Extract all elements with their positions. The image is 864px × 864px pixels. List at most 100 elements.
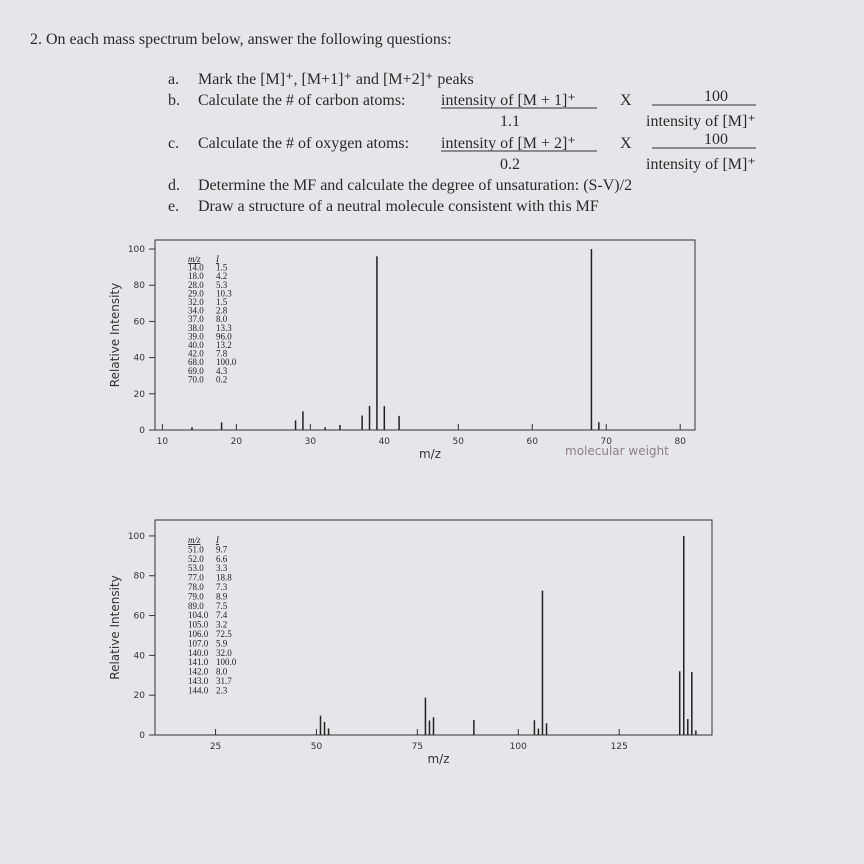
table-cell: 9.7 <box>216 544 228 554</box>
table-cell: 8.9 <box>216 591 228 601</box>
times: X <box>620 135 632 152</box>
x-tick-label: 50 <box>311 742 323 752</box>
y-tick-label: 80 <box>134 572 146 582</box>
table-cell: 105.0 <box>188 620 209 630</box>
peak <box>191 427 193 430</box>
y-tick-label: 40 <box>134 354 146 364</box>
table-cell: 39.0 <box>188 331 204 341</box>
table-cell: 32.0 <box>188 297 204 307</box>
item-label: d. <box>168 177 180 194</box>
x-tick-label: 20 <box>231 437 243 447</box>
table-cell: 18.0 <box>188 271 204 281</box>
table-cell: 144.0 <box>188 685 209 695</box>
peak <box>361 415 363 430</box>
table-cell: 107.0 <box>188 638 209 648</box>
table-cell: 104.0 <box>188 610 209 620</box>
plot-frame <box>154 239 696 431</box>
item-label: c. <box>168 135 179 152</box>
y-tick-label: 20 <box>134 691 146 701</box>
peak <box>695 730 697 735</box>
table-cell: 143.0 <box>188 676 209 686</box>
peak <box>324 427 326 430</box>
table-cell: 13.2 <box>216 340 232 350</box>
table-cell: 100.0 <box>216 657 237 667</box>
table-cell: 2.3 <box>216 685 228 695</box>
y-tick-label: 0 <box>139 731 145 741</box>
table-header: I <box>215 254 220 264</box>
table-cell: 18.8 <box>216 573 232 583</box>
x-tick-label: 100 <box>510 742 527 752</box>
table-cell: 1.5 <box>216 297 228 307</box>
table-cell: 3.3 <box>216 563 228 573</box>
factor-numerator: 100 <box>704 88 728 105</box>
peak <box>598 422 600 430</box>
numerator: intensity of [M + 1]⁺ <box>441 92 576 109</box>
x-tick-label: 80 <box>674 437 686 447</box>
table-cell: 31.7 <box>216 676 232 686</box>
x-tick-label: 75 <box>412 742 423 752</box>
y-axis-label: Relative Intensity <box>108 575 122 679</box>
peak <box>383 406 386 430</box>
x-tick-label: 40 <box>379 437 391 447</box>
item-label: e. <box>168 198 179 215</box>
denominator: 0.2 <box>500 156 520 173</box>
numerator: intensity of [M + 2]⁺ <box>441 135 576 152</box>
question: 2. On each mass spectrum below, answer t… <box>30 31 452 48</box>
table-cell: 77.0 <box>188 573 204 583</box>
table-cell: 13.3 <box>216 323 232 333</box>
table-cell: 141.0 <box>188 657 209 667</box>
table-cell: 40.0 <box>188 340 204 350</box>
peak <box>473 720 475 735</box>
peak <box>537 728 540 735</box>
peak <box>590 249 593 430</box>
table-cell: 29.0 <box>188 288 204 298</box>
peak <box>323 721 326 735</box>
table-cell: 89.0 <box>188 601 204 611</box>
peak <box>302 411 304 430</box>
times: X <box>620 92 632 109</box>
x-tick-label: 25 <box>210 742 221 752</box>
table-cell: 28.0 <box>188 280 204 290</box>
item-text: Mark the [M]⁺, [M+1]⁺ and [M+2]⁺ peaks <box>198 71 474 88</box>
table-cell: 14.0 <box>188 263 204 273</box>
table-cell: 70.0 <box>188 374 204 384</box>
x-axis-label: m/z <box>427 752 449 766</box>
annotation: molecular weight <box>565 444 669 458</box>
y-tick-label: 100 <box>128 245 145 255</box>
table-cell: 10.3 <box>216 288 232 298</box>
x-tick-label: 10 <box>157 437 169 447</box>
table-cell: 52.0 <box>188 554 204 564</box>
x-tick-label: 30 <box>305 437 317 447</box>
peak <box>398 415 400 430</box>
table-cell: 5.9 <box>216 638 228 648</box>
table-cell: 69.0 <box>188 366 204 376</box>
y-axis-label: Relative Intensity <box>108 283 122 387</box>
table-cell: 38.0 <box>188 323 204 333</box>
table-cell: 8.0 <box>216 314 228 324</box>
y-tick-label: 60 <box>134 317 146 327</box>
y-tick-label: 80 <box>134 281 146 291</box>
peak <box>678 671 681 735</box>
table-cell: 53.0 <box>188 563 204 573</box>
y-tick-label: 40 <box>134 651 146 661</box>
table-cell: 96.0 <box>216 331 232 341</box>
table-cell: 106.0 <box>188 629 209 639</box>
table-header: m/z <box>188 535 201 545</box>
y-tick-label: 100 <box>128 532 145 542</box>
peak <box>432 717 435 735</box>
table-cell: 0.2 <box>216 374 227 384</box>
factor-denominator: intensity of [M]⁺ <box>646 113 756 130</box>
peak <box>319 715 322 735</box>
x-tick-label: 70 <box>601 437 613 447</box>
table-cell: 79.0 <box>188 591 204 601</box>
table-cell: 2.8 <box>216 306 228 316</box>
mass-spectrum: 0 20 40 60 80 100 10 20 30 40 50 60 70 80 Relative Int… <box>108 239 696 461</box>
table-cell: 72.5 <box>216 629 232 639</box>
x-tick-label: 50 <box>453 437 465 447</box>
item-label: a. <box>168 71 179 88</box>
table-cell: 7.5 <box>216 601 228 611</box>
y-tick-label: 0 <box>139 426 145 436</box>
